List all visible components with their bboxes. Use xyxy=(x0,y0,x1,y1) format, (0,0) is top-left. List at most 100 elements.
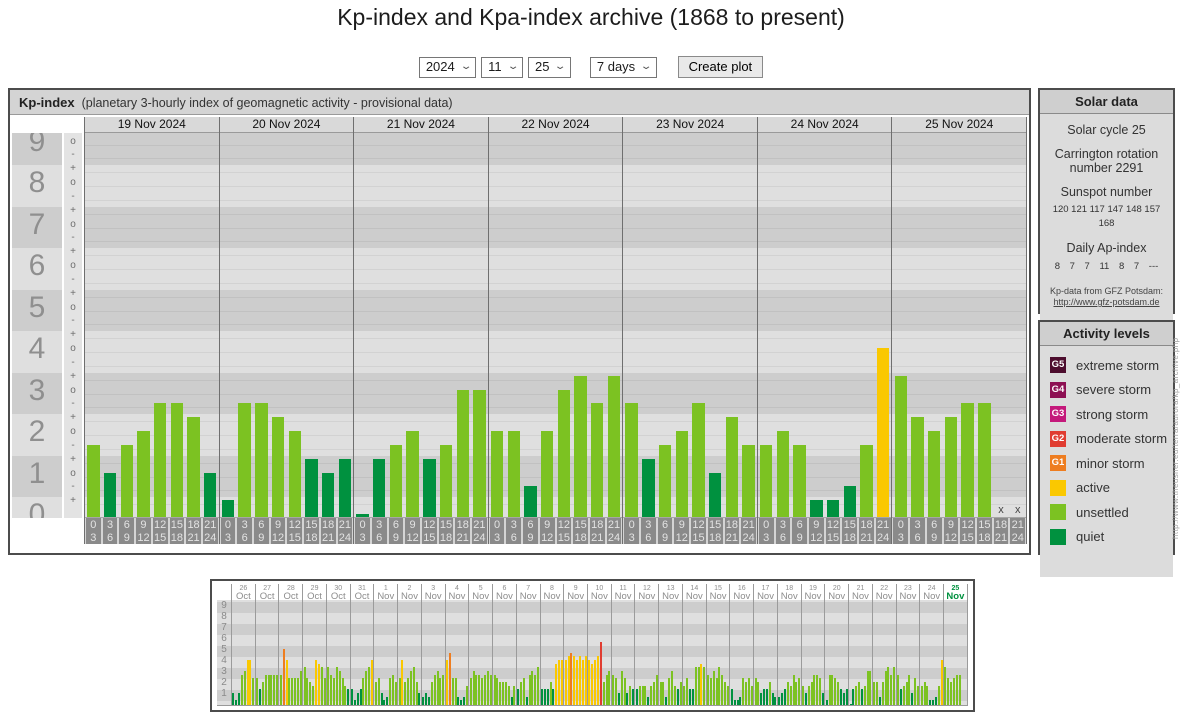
overview-kp-bar xyxy=(650,685,653,705)
range-select-value: 7 days xyxy=(596,59,636,74)
overview-kp-bar xyxy=(644,685,647,705)
overview-day-header: 17 Nov xyxy=(757,585,774,602)
range-select[interactable]: 7 days ⌄ xyxy=(589,56,657,78)
overview-bar-slot xyxy=(750,600,753,705)
overview-bar-slot xyxy=(896,600,900,705)
kp-bar-slot xyxy=(522,133,539,517)
band-row-6 xyxy=(232,634,967,646)
hour-label: 21 24 xyxy=(1010,518,1026,544)
overview-bar-slot xyxy=(902,600,905,705)
overview-day-column: 13 Nov xyxy=(658,584,682,706)
overview-day-header: 24 Nov xyxy=(923,585,941,602)
overview-bar-slot xyxy=(730,600,733,705)
day-column: 23 Nov 2024 0 3 3 6 6 9 9 12 12 15 15 18 18 21 21 24 xyxy=(622,117,757,544)
carrington-rotation: Carrington rotation number 2291 xyxy=(1054,147,1159,175)
kp-bar xyxy=(473,389,486,517)
overview-bar-slot xyxy=(878,600,882,705)
overview-kp-bar xyxy=(540,689,543,705)
overview-kp-bar xyxy=(754,678,757,705)
overview-bar-slot xyxy=(884,600,887,705)
overview-day-plot xyxy=(706,600,730,706)
missing-data-marker: x xyxy=(1014,504,1021,516)
overview-bar-slot xyxy=(866,600,869,705)
overview-kp-bar xyxy=(365,671,368,705)
hour-label: 9 12 xyxy=(943,518,959,544)
overview-day-header: 3 Nov xyxy=(424,585,442,602)
kp-bar-slot xyxy=(169,133,186,517)
band-row-9 xyxy=(217,601,231,613)
overview-kp-bar xyxy=(537,667,540,705)
overview-day-header: 15 Nov xyxy=(709,585,727,602)
kp-bar-slot xyxy=(976,133,993,517)
overview-kp-bar xyxy=(489,674,492,705)
overview-plot-area: 26 Oct 27 Oct 28 Oct 29 Oct 30 Oct 31 Oct 1 Nov 2 Nov 3 N… xyxy=(231,584,968,706)
activity-color-chip-G2: G2 xyxy=(1050,430,1066,447)
overview-kp-bar xyxy=(383,700,386,705)
overview-bar-slot xyxy=(655,600,658,705)
overview-day-header: 21 Nov xyxy=(852,585,869,602)
overview-kp-bar xyxy=(747,678,750,705)
overview-kp-bar xyxy=(567,656,570,705)
overview-bar-slot xyxy=(412,600,415,705)
overview-kp-bar xyxy=(623,678,626,705)
overview-bar-slot xyxy=(546,600,549,705)
overview-bar-slot xyxy=(570,600,573,705)
chart-subtitle: (planetary 3-hourly index of geomagnetic… xyxy=(81,96,453,110)
overview-kp-bar xyxy=(394,682,397,705)
hour-label: 15 18 xyxy=(573,518,588,544)
month-select[interactable]: 11 ⌄ xyxy=(481,56,524,78)
kp-bar-slot xyxy=(808,133,825,517)
overview-bar-slot xyxy=(309,600,312,705)
gfz-potsdam-link[interactable]: http://www.gfz-potsdam.de xyxy=(1053,297,1160,307)
activity-levels-panel: Activity levels G5 extreme storm G4 severe … xyxy=(1038,320,1175,577)
hour-label: 12 15 xyxy=(421,518,437,544)
overview-bar-slot xyxy=(341,600,344,705)
overview-day-plot xyxy=(493,600,516,706)
overview-bar-slot xyxy=(371,600,374,705)
kp-bar-slot xyxy=(371,133,388,517)
band-row-0 xyxy=(85,497,1026,518)
hour-label-slot: 18 21 xyxy=(993,518,1010,544)
overview-bar-slot xyxy=(537,600,540,705)
activity-level-row: quiet xyxy=(1050,525,1173,550)
activity-color-chip-G3: G3 xyxy=(1050,406,1066,423)
create-plot-button[interactable]: Create plot xyxy=(677,56,764,78)
overview-bar-slot xyxy=(724,600,727,705)
overview-bar-slot xyxy=(549,600,552,705)
subtick-o-8: o xyxy=(70,177,76,188)
kp-bar xyxy=(288,431,301,517)
overview-kp-bar xyxy=(398,678,401,705)
overview-kp-bar xyxy=(267,674,270,705)
day-header: 20 Nov 2024 xyxy=(219,117,354,133)
hour-label-slot: 21 24 xyxy=(471,518,488,544)
overview-kp-bar xyxy=(858,682,861,705)
year-select[interactable]: 2024 ⌄ xyxy=(418,56,477,78)
day-select[interactable]: 25 ⌄ xyxy=(528,56,571,78)
overview-bar-slot xyxy=(804,600,807,705)
hour-label-slot: 15 18 xyxy=(976,518,993,544)
overview-bar-slot xyxy=(947,600,950,705)
hour-label-slot: 21 24 xyxy=(606,518,623,544)
overview-bar-slot xyxy=(344,600,347,705)
overview-kp-bar xyxy=(845,689,848,705)
overview-day-header: 29 Oct xyxy=(307,585,322,602)
overview-bar-slot xyxy=(555,600,558,705)
overview-kp-bar xyxy=(947,678,950,705)
overview-kp-bar xyxy=(391,674,394,705)
activity-levels-title: Activity levels xyxy=(1040,322,1173,346)
overview-kp-bar xyxy=(932,700,935,705)
overview-kp-bar xyxy=(430,682,433,705)
overview-kp-bar xyxy=(481,678,484,705)
overview-kp-bar xyxy=(789,685,792,705)
hour-label-slot: 15 18 xyxy=(303,518,320,544)
overview-day-column: 18 Nov xyxy=(776,584,801,706)
overview-kp-bar xyxy=(235,700,238,705)
overview-kp-bar xyxy=(691,689,694,705)
overview-bar-slot xyxy=(496,600,499,705)
gridline xyxy=(85,282,1026,284)
hour-label: 9 12 xyxy=(674,518,690,544)
